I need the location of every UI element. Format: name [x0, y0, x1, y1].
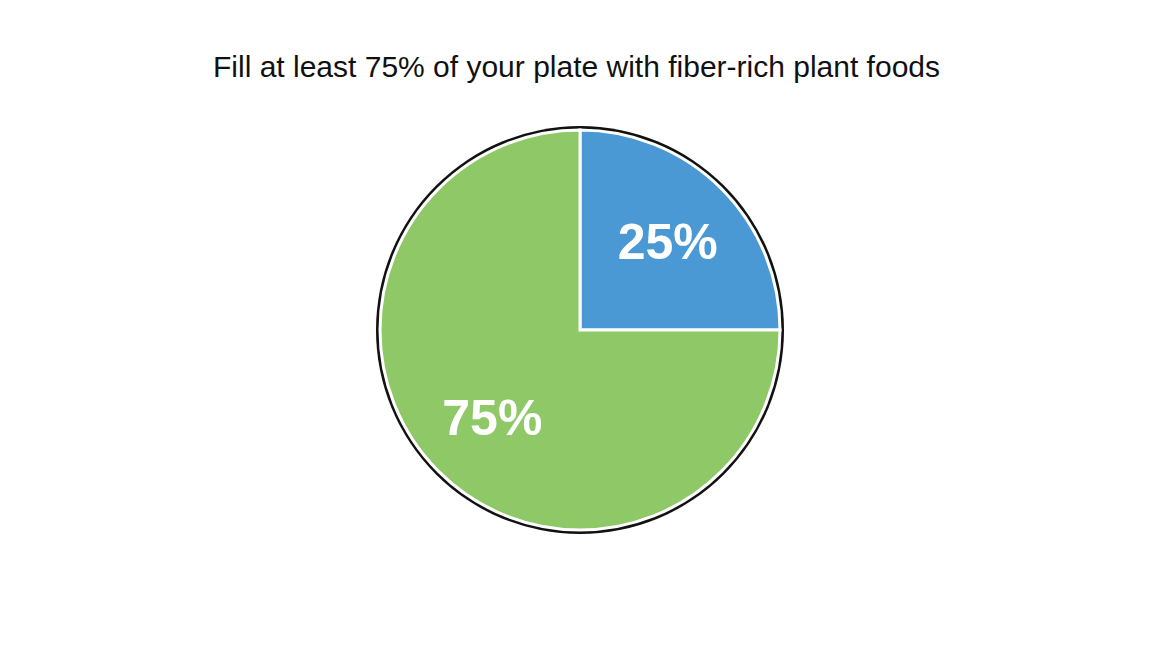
- html-text:Fill at least 75% of your plat: Fill at least 75% of your plate with fib…: [213, 50, 940, 83]
- svg-text:25%: 25%: [618, 214, 718, 270]
- svg-text:75%: 75%: [442, 390, 542, 446]
